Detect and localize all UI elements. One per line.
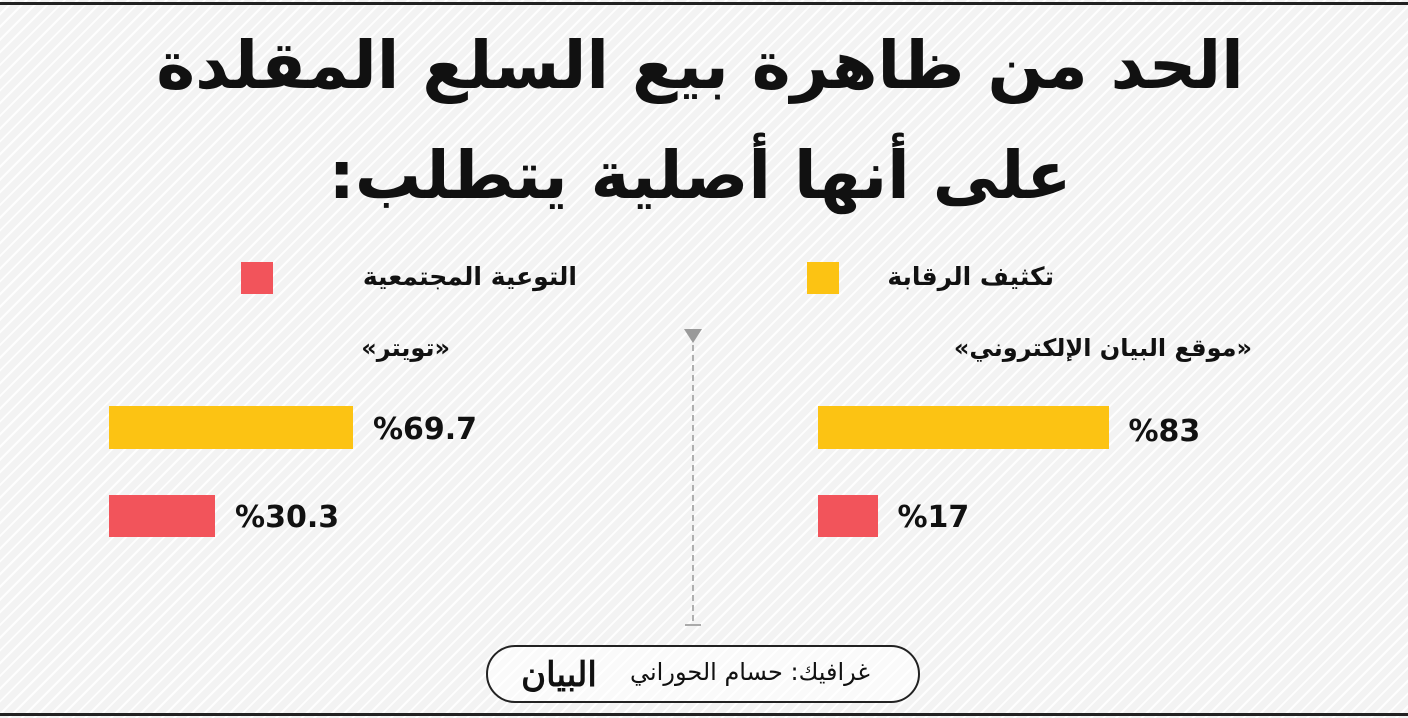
- source-title-website: «موقع البيان الإلكتروني»: [953, 334, 1252, 362]
- bar-twitter-monitoring: [109, 406, 353, 449]
- credit-text: غرافيك: حسام الحوراني: [630, 658, 870, 686]
- divider-line: [692, 345, 694, 621]
- legend-label-awareness: التوعية المجتمعية: [362, 262, 577, 291]
- legend-swatch-monitoring: [807, 262, 839, 294]
- value-label-website-awareness: %17: [897, 500, 970, 535]
- bottom-border: [0, 713, 1408, 716]
- title-line-1: الحد من ظاهرة بيع السلع المقلدة: [156, 27, 1244, 104]
- albayan-logo: البيان: [521, 655, 597, 695]
- bar-website-monitoring: [818, 406, 1109, 449]
- value-label-twitter-monitoring: %69.7: [372, 412, 478, 447]
- top-border: [0, 2, 1408, 5]
- value-label-website-monitoring: %83: [1128, 414, 1201, 449]
- divider-end: [685, 624, 701, 626]
- credit-pill: [486, 645, 920, 703]
- title-line-2: على أنها أصلية يتطلب:: [328, 137, 1072, 214]
- legend-label-monitoring: تكثيف الرقابة: [887, 262, 1054, 291]
- bar-website-awareness: [818, 495, 878, 537]
- svg-text:البيان: البيان: [521, 655, 597, 695]
- legend-swatch-awareness: [241, 262, 273, 294]
- divider-arrow: [684, 329, 702, 343]
- value-label-twitter-awareness: %30.3: [235, 500, 340, 535]
- bar-twitter-awareness: [109, 495, 216, 537]
- source-title-twitter: «تويتر»: [361, 334, 450, 362]
